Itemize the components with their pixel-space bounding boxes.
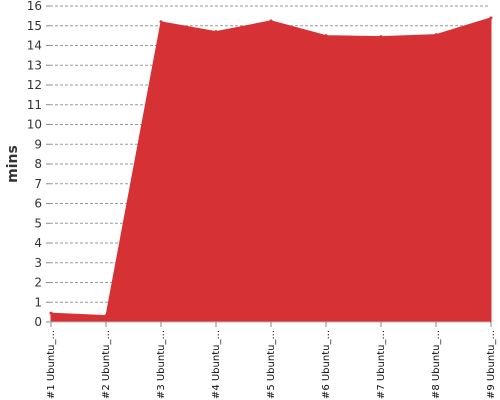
x-tick-label: #1 Ubuntu_...	[46, 330, 57, 399]
y-tick-label: 13	[27, 58, 42, 72]
x-tick-label: #4 Ubuntu_...	[211, 330, 222, 399]
y-tick-label: 8	[34, 157, 42, 171]
x-tick-label: #9 Ubuntu_...	[486, 330, 497, 399]
y-tick-label: 3	[34, 256, 42, 270]
y-tick-label: 14	[27, 39, 42, 53]
data-point	[489, 16, 493, 20]
x-tick-label: #6 Ubuntu_...	[321, 330, 332, 399]
data-point	[324, 34, 328, 38]
data-point	[434, 33, 438, 37]
data-point	[49, 311, 53, 315]
y-tick-label: 15	[27, 19, 42, 33]
data-point	[379, 35, 383, 39]
y-axis-title: mins	[5, 145, 21, 183]
data-point	[104, 314, 108, 318]
y-tick-label: 6	[34, 197, 42, 211]
data-point	[269, 19, 273, 23]
y-tick-label: 16	[27, 0, 42, 13]
x-tick-label: #3 Ubuntu_...	[156, 330, 167, 399]
y-tick-label: 5	[34, 216, 42, 230]
x-tick-label: #5 Ubuntu_...	[266, 330, 277, 399]
y-tick-label: 11	[27, 98, 42, 112]
y-tick-label: 12	[27, 78, 42, 92]
series-area	[50, 17, 492, 323]
data-point	[159, 20, 163, 24]
x-tick-label: #7 Ubuntu_...	[376, 330, 387, 399]
area-layer	[49, 16, 493, 323]
y-tick-label: 7	[34, 177, 42, 191]
y-tick-label: 9	[34, 137, 42, 151]
axis-layer	[46, 5, 492, 327]
y-tick-label: 10	[27, 118, 42, 132]
y-tick-label: 2	[34, 276, 42, 290]
data-point	[214, 30, 218, 34]
y-tick-label: 4	[34, 236, 42, 250]
x-tick-label: #8 Ubuntu_...	[431, 330, 442, 399]
y-tick-label: 0	[34, 315, 42, 329]
x-tick-label: #2 Ubuntu_...	[101, 330, 112, 399]
y-tick-label: 1	[34, 295, 42, 309]
